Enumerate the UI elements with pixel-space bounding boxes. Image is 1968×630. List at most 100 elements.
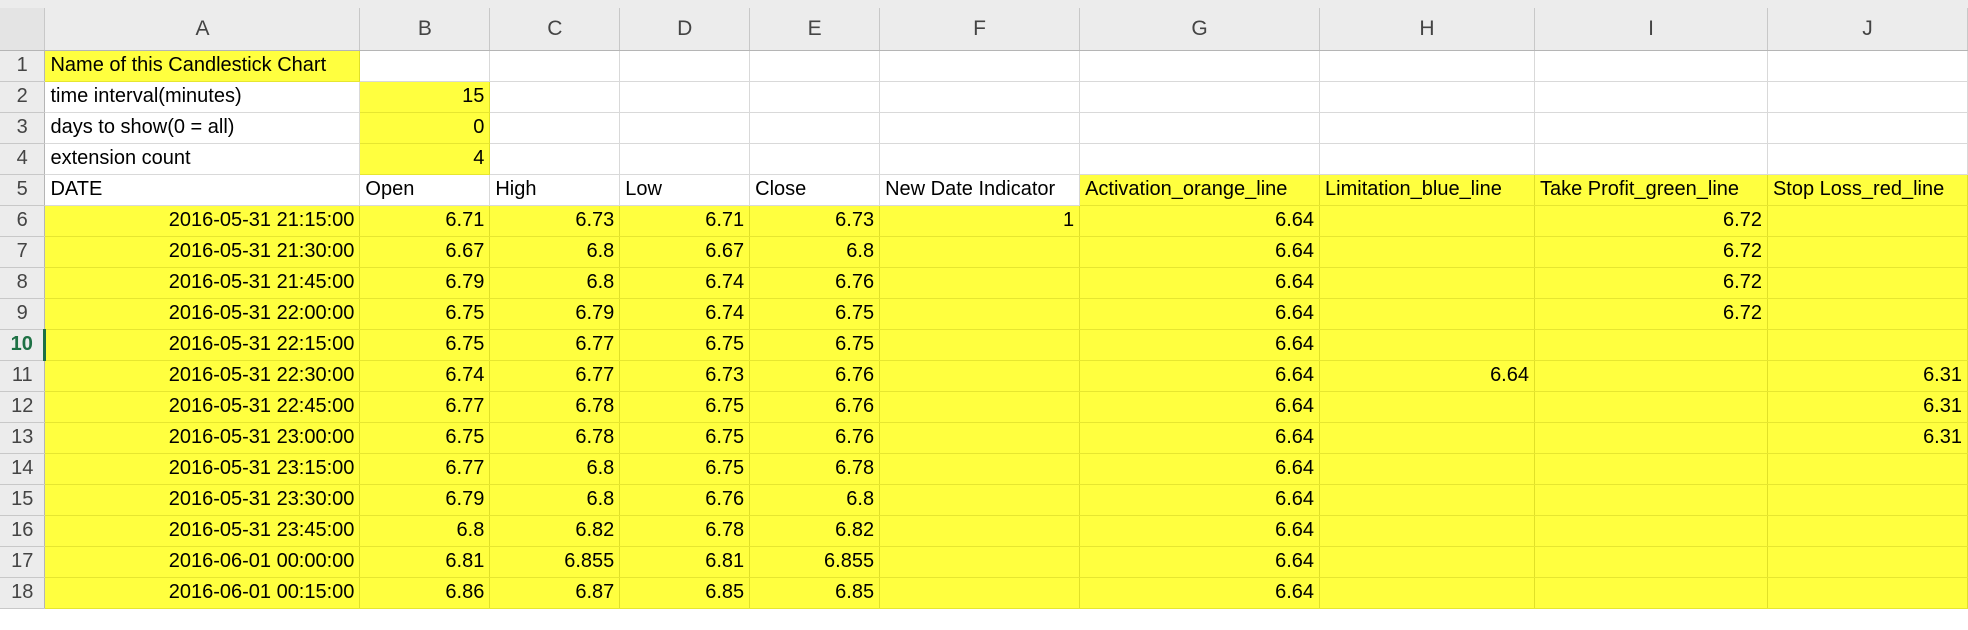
cell[interactable]: 6.64 [1079,515,1321,547]
cell[interactable] [1534,453,1768,485]
row-header[interactable]: 13 [0,422,46,454]
cell[interactable] [1079,81,1321,113]
cell[interactable] [619,81,751,113]
cell[interactable]: 6.86 [359,577,491,609]
cell[interactable] [879,546,1081,578]
row-header[interactable]: 1 [0,50,46,82]
cell[interactable] [749,50,881,82]
cell[interactable]: 6.82 [489,515,621,547]
cell[interactable] [879,81,1081,113]
cell[interactable]: 6.75 [619,391,751,423]
cell[interactable] [1319,298,1535,330]
cell[interactable]: 2016-05-31 22:15:00 [44,329,361,361]
cell[interactable] [1767,329,1968,361]
cell[interactable] [879,267,1081,299]
cell[interactable]: 6.8 [749,236,881,268]
cell[interactable]: 2016-05-31 21:45:00 [44,267,361,299]
cell[interactable]: 2016-06-01 00:15:00 [44,577,361,609]
cell[interactable] [1534,484,1768,516]
cell[interactable] [1767,453,1968,485]
cell[interactable]: 6.72 [1534,236,1768,268]
column-header[interactable]: B [359,8,491,51]
cell[interactable] [879,577,1081,609]
cell[interactable] [1319,484,1535,516]
cell[interactable]: 6.8 [489,484,621,516]
cell[interactable]: 2016-05-31 21:30:00 [44,236,361,268]
cell[interactable]: Open [359,174,491,206]
cell[interactable]: 6.67 [359,236,491,268]
cell[interactable]: 6.77 [359,453,491,485]
cell[interactable]: 2016-06-01 00:00:00 [44,546,361,578]
column-header[interactable]: A [44,8,361,51]
row-header[interactable]: 3 [0,112,46,144]
cell[interactable]: 6.71 [619,205,751,237]
cell[interactable]: 2016-05-31 23:45:00 [44,515,361,547]
cell[interactable]: 2016-05-31 21:15:00 [44,205,361,237]
column-header[interactable]: I [1534,8,1768,51]
cell[interactable]: 6.8 [489,267,621,299]
cell[interactable]: Activation_orange_line [1079,174,1321,206]
cell[interactable] [879,391,1081,423]
cell[interactable] [489,143,621,175]
cell[interactable]: 6.77 [489,360,621,392]
cell[interactable]: 2016-05-31 22:00:00 [44,298,361,330]
cell[interactable]: 6.855 [489,546,621,578]
cell[interactable]: days to show(0 = all) [44,112,361,144]
cell[interactable]: 6.71 [359,205,491,237]
cell[interactable] [1319,236,1535,268]
cell[interactable] [879,360,1081,392]
cell[interactable] [1534,50,1768,82]
cell[interactable]: 0 [359,112,491,144]
cell[interactable]: 6.73 [749,205,881,237]
cell[interactable]: 6.81 [359,546,491,578]
cell[interactable] [1079,112,1321,144]
cell[interactable]: 6.72 [1534,205,1768,237]
cell[interactable]: 6.64 [1079,298,1321,330]
row-header[interactable]: 16 [0,515,46,547]
cell[interactable]: 2016-05-31 23:30:00 [44,484,361,516]
row-header[interactable]: 8 [0,267,46,299]
cell[interactable]: 6.8 [489,236,621,268]
cell[interactable]: 6.79 [359,267,491,299]
cell[interactable]: 6.74 [619,298,751,330]
column-header[interactable]: J [1767,8,1968,51]
cell[interactable] [619,112,751,144]
row-header[interactable]: 6 [0,205,46,237]
cell[interactable]: 6.64 [1079,422,1321,454]
cell[interactable]: Stop Loss_red_line [1767,174,1968,206]
cell[interactable]: 2016-05-31 22:45:00 [44,391,361,423]
cell[interactable]: 1 [879,205,1081,237]
cell[interactable] [1319,515,1535,547]
cell[interactable]: 6.64 [1079,453,1321,485]
cell[interactable] [879,143,1081,175]
cell[interactable] [1534,143,1768,175]
cell[interactable] [1319,112,1535,144]
cell[interactable] [879,236,1081,268]
cell[interactable]: 6.78 [749,453,881,485]
cell[interactable] [1767,50,1968,82]
row-header[interactable]: 2 [0,81,46,113]
cell[interactable] [1767,143,1968,175]
cell[interactable] [1319,329,1535,361]
row-header[interactable]: 5 [0,174,46,206]
cell[interactable]: 6.73 [619,360,751,392]
cell[interactable] [489,81,621,113]
cell[interactable]: 6.64 [1079,484,1321,516]
cell[interactable] [619,50,751,82]
cell[interactable] [359,50,491,82]
cell[interactable]: High [489,174,621,206]
cell[interactable]: 6.75 [619,329,751,361]
cell[interactable]: 6.75 [749,298,881,330]
cell[interactable]: 6.31 [1767,360,1968,392]
cell[interactable] [749,81,881,113]
column-header[interactable]: D [619,8,751,51]
cell[interactable] [1534,391,1768,423]
cell[interactable] [489,112,621,144]
cell[interactable] [749,143,881,175]
cell[interactable] [1534,360,1768,392]
cell[interactable] [1319,143,1535,175]
cell[interactable] [1319,267,1535,299]
cell[interactable]: 6.64 [1079,360,1321,392]
cell[interactable]: 6.72 [1534,267,1768,299]
cell[interactable]: 6.64 [1079,577,1321,609]
